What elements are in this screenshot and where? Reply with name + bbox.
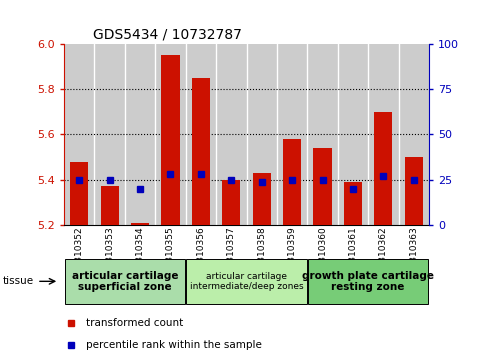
Bar	[246, 44, 277, 225]
Bar	[64, 44, 95, 225]
Bar	[314, 148, 332, 225]
Bar	[405, 157, 423, 225]
Bar	[70, 162, 88, 225]
Bar	[368, 44, 398, 225]
Bar	[277, 44, 307, 225]
Bar	[308, 259, 428, 304]
Bar	[338, 44, 368, 225]
Bar	[374, 111, 392, 225]
Text: percentile rank within the sample: percentile rank within the sample	[86, 340, 262, 350]
Bar	[101, 187, 119, 225]
Bar	[283, 139, 301, 225]
Bar	[252, 173, 271, 225]
Bar	[186, 44, 216, 225]
Text: articular cartilage
superficial zone: articular cartilage superficial zone	[71, 270, 178, 292]
Text: articular cartilage
intermediate/deep zones: articular cartilage intermediate/deep zo…	[190, 272, 303, 291]
Bar	[186, 259, 307, 304]
Text: growth plate cartilage
resting zone: growth plate cartilage resting zone	[302, 270, 434, 292]
Bar	[65, 259, 185, 304]
Text: transformed count: transformed count	[86, 318, 183, 328]
Text: GDS5434 / 10732787: GDS5434 / 10732787	[93, 27, 242, 41]
Bar	[125, 44, 155, 225]
Bar	[155, 44, 186, 225]
Bar	[95, 44, 125, 225]
Bar	[344, 182, 362, 225]
Bar	[222, 180, 241, 225]
Bar	[398, 44, 429, 225]
Text: tissue: tissue	[2, 276, 34, 286]
Bar	[216, 44, 246, 225]
Bar	[307, 44, 338, 225]
Bar	[192, 78, 210, 225]
Bar	[131, 223, 149, 225]
Bar	[161, 55, 179, 225]
